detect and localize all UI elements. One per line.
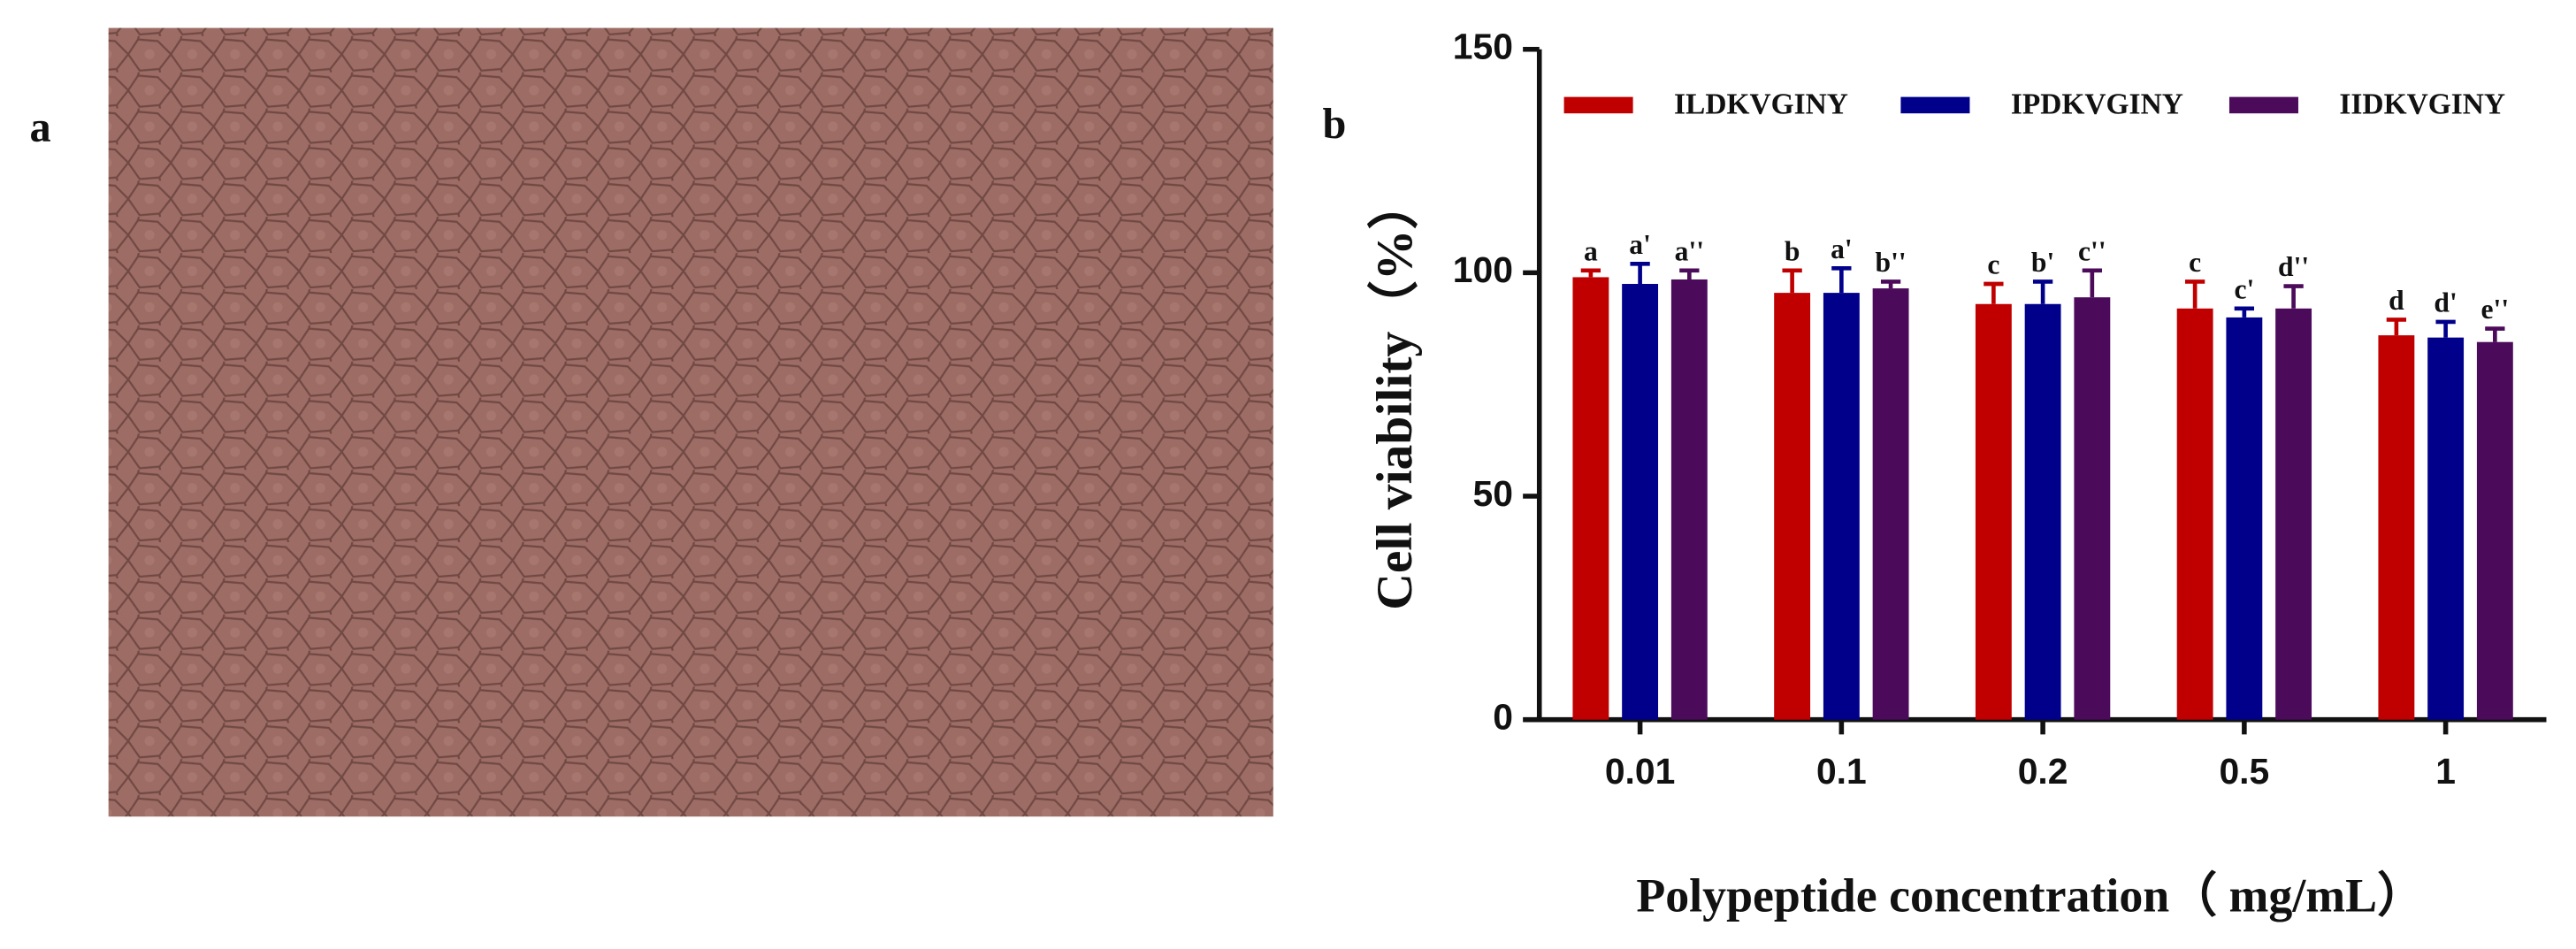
- bar: [1872, 288, 1909, 720]
- legend-swatch: [1563, 96, 1633, 114]
- microscope-image: [108, 27, 1273, 817]
- error-bar: [1782, 268, 1802, 294]
- y-tick-label: 150: [1453, 27, 1513, 67]
- significance-label: c: [2189, 247, 2201, 278]
- bar: [1622, 284, 1659, 720]
- panel-label: b: [1323, 101, 1347, 148]
- bar: [2378, 335, 2415, 720]
- legend-swatch: [1900, 96, 1970, 114]
- bar: [2427, 337, 2465, 720]
- error-bar: [2032, 279, 2053, 304]
- panel-label: a: [30, 104, 51, 151]
- bar: [2275, 308, 2312, 720]
- error-bar: [2386, 318, 2407, 336]
- x-tick-label: 0.1: [1816, 751, 1867, 792]
- error-bar: [1679, 268, 1700, 279]
- bar: [2074, 297, 2111, 720]
- error-bar: [1984, 281, 2004, 304]
- significance-label: c': [2234, 273, 2254, 304]
- x-axis-title: Polypeptide concentration（ mg/mL）: [1636, 869, 2425, 922]
- legend-label: IIDKVGINY: [2339, 88, 2505, 120]
- x-tick-label: 0.2: [2018, 751, 2068, 792]
- bar: [2226, 317, 2263, 720]
- x-tick-label: 0.01: [1605, 751, 1676, 792]
- significance-label: c: [1987, 249, 1999, 280]
- significance-label: a': [1629, 229, 1651, 260]
- legend-label: IPDKVGINY: [2011, 88, 2183, 120]
- bar: [2476, 341, 2513, 720]
- error-bar: [2485, 326, 2505, 342]
- error-bar: [2184, 279, 2205, 309]
- significance-label: b: [1785, 236, 1800, 267]
- error-bar: [1580, 268, 1601, 278]
- y-tick-label: 50: [1473, 473, 1513, 514]
- bar: [1572, 277, 1609, 720]
- error-bar: [1880, 279, 1901, 289]
- x-tick-label: 0.5: [2219, 751, 2269, 792]
- significance-label: d: [2389, 285, 2404, 316]
- error-bar: [1831, 266, 1852, 294]
- error-bar: [2234, 306, 2255, 318]
- error-bar: [2435, 319, 2456, 338]
- significance-label: b': [2031, 247, 2054, 278]
- significance-label: e'': [2481, 294, 2510, 325]
- significance-label: b'': [1876, 247, 1907, 278]
- significance-label: a': [1831, 233, 1853, 264]
- significance-label: c'': [2078, 236, 2106, 267]
- error-bar: [1630, 261, 1650, 285]
- y-axis-title: Cell viability（%）: [1366, 179, 1423, 610]
- significance-label: d'': [2278, 251, 2309, 282]
- significance-label: d': [2434, 287, 2457, 318]
- legend-label: ILDKVGINY: [1674, 88, 1848, 120]
- bar: [1774, 293, 1811, 720]
- significance-label: a: [1584, 236, 1598, 267]
- y-tick-label: 100: [1453, 249, 1513, 290]
- error-bar: [2082, 268, 2102, 298]
- bar: [1975, 303, 2012, 720]
- bar: [1670, 279, 1708, 720]
- bar: [2176, 308, 2213, 720]
- x-tick-label: 1: [2435, 751, 2456, 792]
- legend-swatch: [2228, 96, 2298, 114]
- bar: [2024, 303, 2061, 720]
- y-tick-label: 0: [1493, 696, 1513, 737]
- significance-label: a'': [1675, 236, 1704, 267]
- bar: [1823, 293, 1860, 720]
- error-bar: [2283, 284, 2304, 309]
